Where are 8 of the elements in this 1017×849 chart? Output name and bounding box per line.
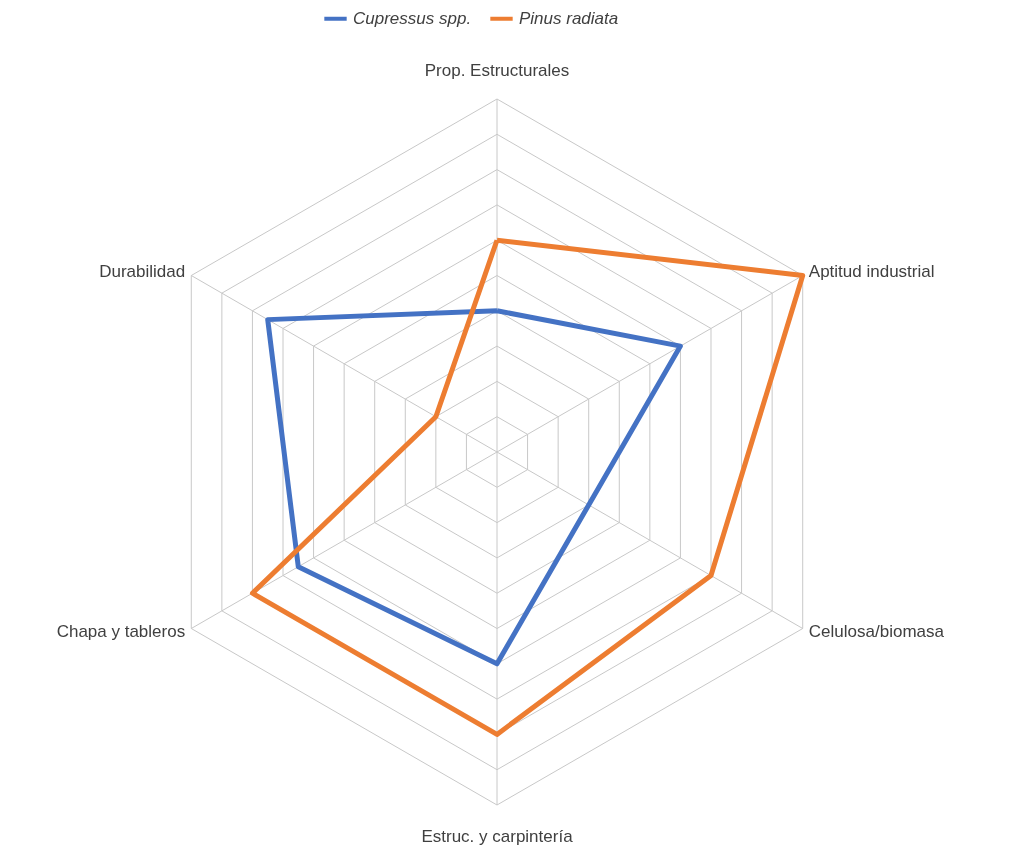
legend-label: Pinus radiata (519, 8, 619, 28)
spoke-label: Durabilidad (99, 261, 186, 281)
spoke-label: Chapa y tableros (56, 622, 186, 642)
legend-label: Cupressus spp. (353, 8, 472, 28)
spoke-label: Prop. Estructurales (424, 60, 570, 80)
spoke-label: Celulosa/biomasa (808, 622, 945, 642)
spoke-label: Estruc. y carpintería (421, 826, 574, 846)
spoke-label: Aptitud industrial (808, 261, 935, 281)
